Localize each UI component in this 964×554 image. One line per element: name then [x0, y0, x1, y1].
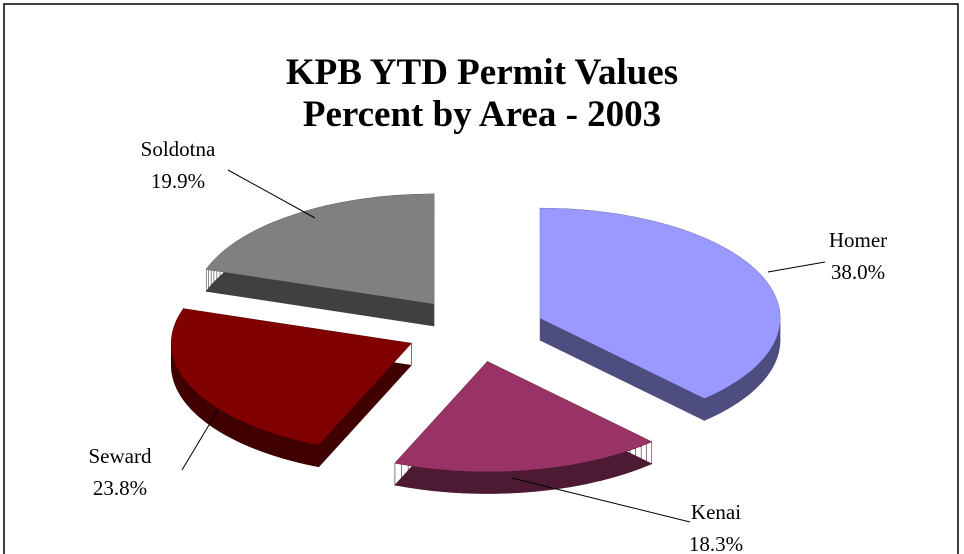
slice-label: Soldotna [141, 137, 216, 161]
slice-value-label: 18.3% [689, 532, 743, 554]
slice [171, 308, 412, 445]
slice-value-label: 19.9% [151, 169, 205, 193]
slice [206, 193, 435, 304]
slice-value-label: 38.0% [831, 260, 885, 284]
slice-label: Seward [89, 444, 152, 468]
slice-label: Homer [829, 228, 887, 252]
leader-line [511, 477, 691, 523]
leader-line [227, 169, 316, 219]
slice [394, 361, 652, 472]
slice-value-label: 23.8% [93, 476, 147, 500]
leader-line [767, 261, 826, 273]
chart-title: KPB YTD Permit Values [286, 52, 678, 93]
chart-subtitle: Percent by Area - 2003 [303, 94, 661, 135]
leader-line [181, 409, 219, 471]
slice [540, 208, 781, 399]
slice-label: Kenai [691, 500, 741, 524]
